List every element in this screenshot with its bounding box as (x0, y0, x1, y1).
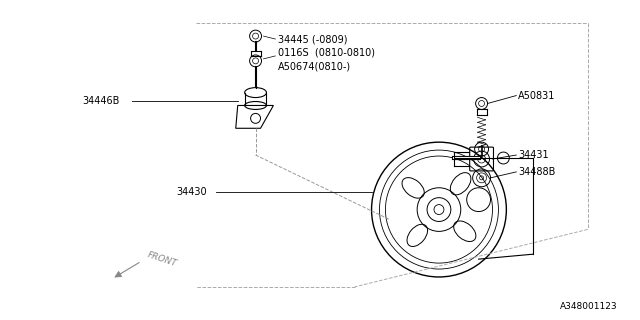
Text: 0116S  (0810-0810): 0116S (0810-0810) (278, 48, 376, 58)
Text: A50831: A50831 (518, 91, 556, 100)
Text: 34445 (-0809): 34445 (-0809) (278, 34, 348, 44)
Text: 34430: 34430 (176, 187, 207, 197)
Text: FRONT: FRONT (147, 250, 179, 268)
Text: A50674(0810-): A50674(0810-) (278, 62, 351, 72)
Text: 34446B: 34446B (82, 96, 120, 106)
Text: 34431: 34431 (518, 150, 549, 160)
Text: 34488B: 34488B (518, 167, 556, 177)
Text: A348001123: A348001123 (560, 302, 618, 311)
